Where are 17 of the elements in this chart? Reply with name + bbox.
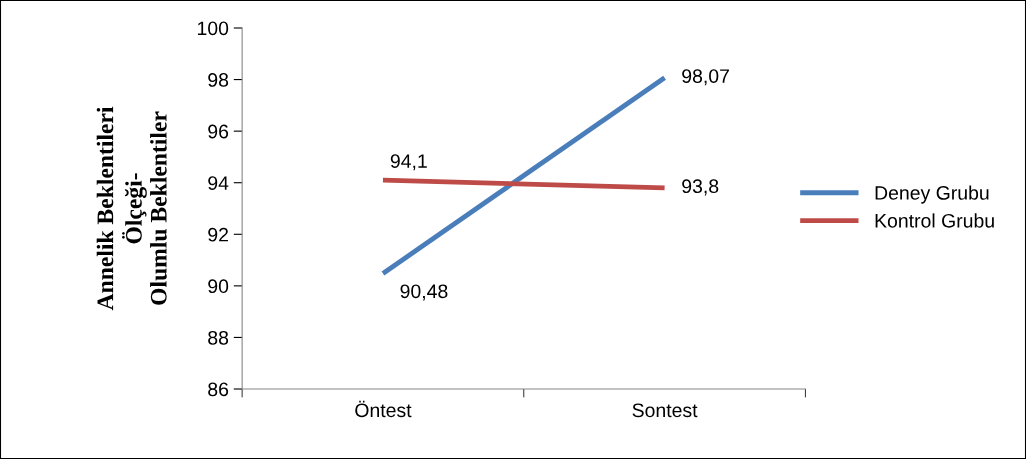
- data-label: 93,8: [682, 179, 719, 196]
- y-tick-label: 92: [208, 227, 228, 242]
- data-label: 94,1: [390, 154, 427, 171]
- y-tick-label: 90: [208, 279, 229, 294]
- y-tick-label: 96: [208, 124, 229, 139]
- y-tick-label: 98: [208, 73, 229, 87]
- legend-label: Deney Grubu: [875, 185, 989, 204]
- y-tick-label: 86: [208, 382, 229, 397]
- x-tick-label: Sontest: [632, 403, 698, 418]
- legend-label: Kontrol Grubu: [875, 213, 994, 228]
- x-tick-label: Öntest: [355, 400, 412, 418]
- y-tick-label: 88: [208, 330, 229, 345]
- y-tick-label: 94: [208, 176, 229, 190]
- y-tick-label: 100: [197, 21, 229, 36]
- y-axis-title: Annelik Beklentileri Ölçeği- Olumlu Beklentiler: [96, 106, 167, 311]
- data-label: 98,07: [682, 69, 729, 86]
- data-label: 90,48: [400, 284, 448, 301]
